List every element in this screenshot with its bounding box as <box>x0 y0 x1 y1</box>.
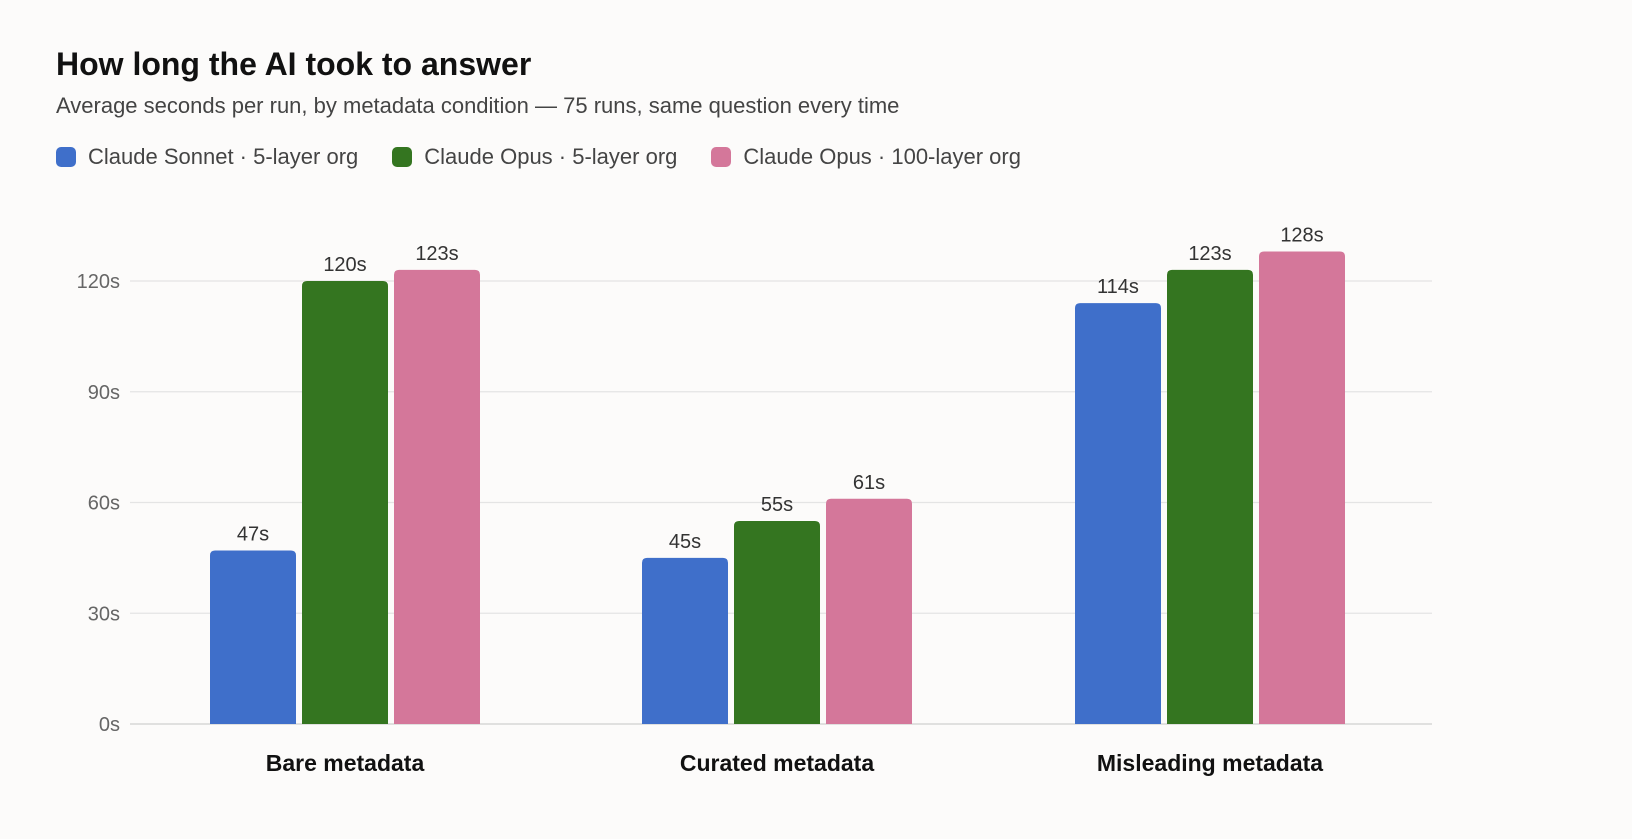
bar-value-label: 47s <box>237 523 269 545</box>
bar-value-label: 55s <box>761 494 793 516</box>
y-tick-label: 30s <box>88 603 120 625</box>
bar-value-label: 45s <box>669 531 701 553</box>
bar-value-label: 120s <box>323 254 366 276</box>
legend: Claude Sonnet · 5-layer org Claude Opus … <box>56 144 1021 170</box>
legend-swatch-opus-5-layer <box>392 147 413 167</box>
bar[interactable] <box>642 557 728 724</box>
bar[interactable] <box>1075 303 1161 724</box>
bar[interactable] <box>1259 251 1345 724</box>
bar[interactable] <box>734 520 820 724</box>
y-tick-label: 120s <box>77 271 120 293</box>
bar-value-label: 123s <box>415 243 458 265</box>
bar[interactable] <box>302 281 388 724</box>
y-tick-label: 90s <box>88 382 120 404</box>
legend-label-opus-100-layer: Claude Opus · 100-layer org <box>743 144 1021 169</box>
bar[interactable] <box>210 550 296 724</box>
x-category-label: Curated metadata <box>680 750 874 776</box>
legend-label-opus-5-layer: Claude Opus · 5-layer org <box>424 144 678 169</box>
legend-swatch-opus-100-layer <box>711 147 732 167</box>
y-tick-label: 0s <box>99 714 120 736</box>
bar[interactable] <box>826 498 912 724</box>
bar-value-label: 128s <box>1280 224 1323 246</box>
bar[interactable] <box>394 269 480 724</box>
legend-swatch-sonnet-5-layer <box>56 147 76 167</box>
x-category-label: Misleading metadata <box>1097 750 1323 776</box>
legend-item-opus-100-layer[interactable]: Claude Opus · 100-layer org <box>711 144 1021 170</box>
bar[interactable] <box>1167 269 1253 724</box>
chart-subtitle: Average seconds per run, by metadata con… <box>56 93 900 118</box>
legend-item-opus-5-layer[interactable]: Claude Opus · 5-layer org <box>392 144 677 170</box>
bar-value-label: 61s <box>853 472 885 494</box>
y-tick-label: 60s <box>88 493 120 515</box>
legend-label-sonnet-5-layer: Claude Sonnet · 5-layer org <box>88 144 359 169</box>
x-category-label: Bare metadata <box>266 750 425 776</box>
chart-title: How long the AI took to answer <box>56 46 532 82</box>
bar-value-label: 123s <box>1188 243 1231 265</box>
bar-value-label: 114s <box>1097 276 1139 298</box>
legend-item-sonnet-5-layer[interactable]: Claude Sonnet · 5-layer org <box>56 144 358 170</box>
